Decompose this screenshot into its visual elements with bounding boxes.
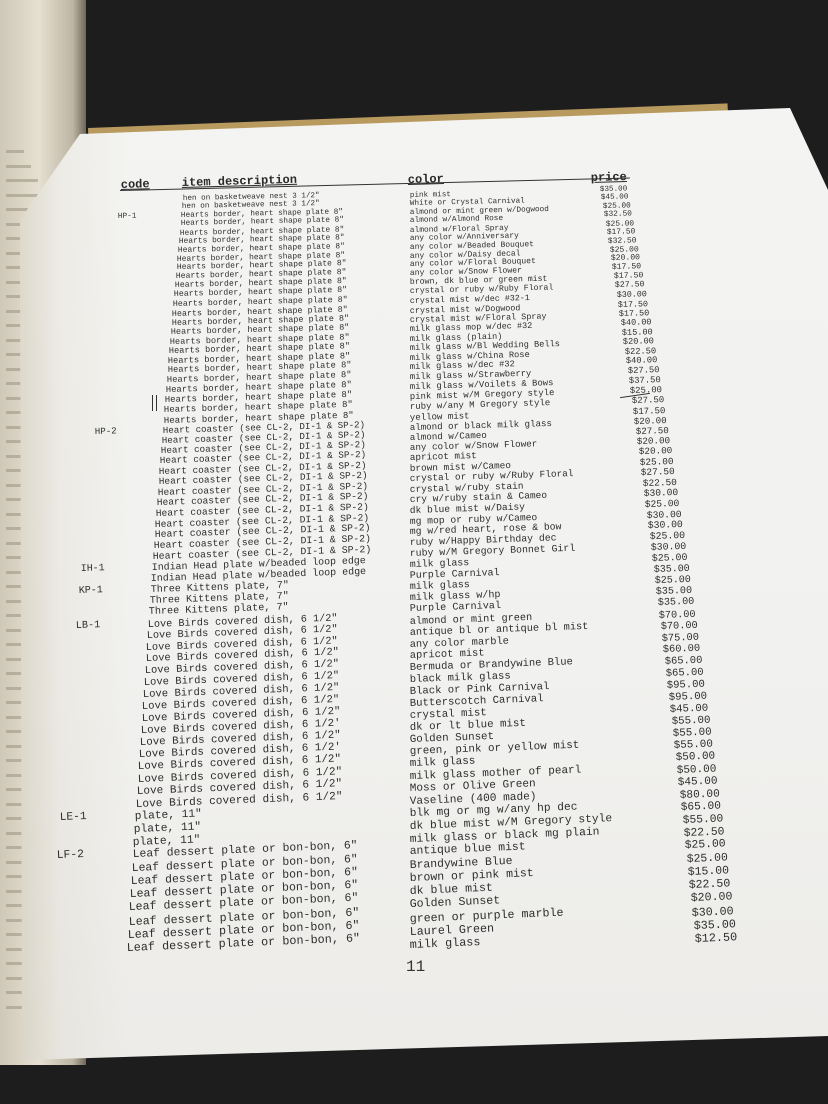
row-price: $65.00	[665, 666, 704, 680]
row-price: $22.50	[683, 825, 725, 840]
row-price: $35.00	[653, 563, 690, 576]
row-price: $55.00	[672, 726, 712, 740]
facing-page-text	[6, 338, 25, 342]
facing-page-text	[6, 527, 26, 530]
row-price: $25.00	[630, 384, 663, 396]
facing-page-text	[6, 846, 30, 849]
facing-page-text	[6, 657, 29, 661]
row-price: $37.50	[628, 374, 661, 386]
row-price: $32.50	[608, 236, 637, 246]
facing-page-text	[6, 904, 28, 907]
row-price: $55.00	[671, 714, 711, 728]
row-code: HP-1	[117, 212, 137, 221]
facing-page-text	[6, 585, 24, 588]
facing-page-text	[6, 541, 33, 545]
row-price: $27.50	[631, 394, 665, 406]
row-code: LB-1	[75, 618, 101, 632]
facing-page-text	[6, 976, 33, 980]
row-price: $45.00	[601, 193, 629, 203]
row-code: KP-1	[79, 584, 104, 597]
row-price: $95.00	[668, 690, 708, 704]
facing-page-text	[6, 280, 27, 284]
facing-page-text	[6, 483, 35, 487]
row-price: $35.00	[657, 597, 695, 610]
row-price: $25.00	[684, 838, 727, 853]
row-price: $95.00	[667, 678, 706, 692]
facing-page-text	[6, 730, 34, 733]
facing-page-text	[6, 193, 45, 197]
row-price: $25.00	[602, 202, 631, 211]
row-price: $50.00	[675, 750, 716, 765]
row-description: plate, 11"	[133, 821, 202, 836]
facing-page-text	[6, 469, 28, 472]
page-number: 11	[406, 958, 426, 976]
row-code: LE-1	[59, 811, 87, 825]
facing-page-text	[6, 860, 37, 864]
facing-page-text	[6, 599, 31, 603]
row-code: HP-2	[94, 425, 117, 437]
pen-mark	[152, 395, 157, 411]
facing-page-text	[6, 411, 30, 414]
row-price: $25.00	[654, 574, 692, 587]
facing-page-text	[6, 150, 24, 153]
row-price: $45.00	[678, 775, 719, 790]
facing-page-text	[6, 222, 29, 226]
row-price: $65.00	[680, 800, 722, 815]
facing-page-text	[6, 295, 34, 298]
row-price: $12.50	[694, 930, 738, 947]
row-price: $50.00	[676, 763, 717, 777]
facing-page-text	[6, 353, 32, 356]
row-price: $45.00	[669, 702, 709, 716]
row-code: IH-1	[81, 562, 106, 575]
row-code: LF-2	[56, 849, 85, 863]
row-price: $20.00	[690, 890, 733, 906]
facing-page-text	[6, 179, 38, 182]
facing-page-text	[6, 918, 35, 922]
header-color: color	[407, 171, 445, 187]
row-price: $55.00	[682, 813, 724, 827]
row-price: $32.50	[603, 210, 633, 220]
facing-page-text	[6, 164, 31, 168]
row-price: $80.00	[679, 788, 720, 802]
facing-page-text	[6, 672, 36, 675]
facing-page-text	[6, 773, 25, 777]
facing-page-text	[6, 788, 32, 791]
facing-page-text	[6, 715, 27, 719]
facing-page-text	[6, 962, 26, 965]
